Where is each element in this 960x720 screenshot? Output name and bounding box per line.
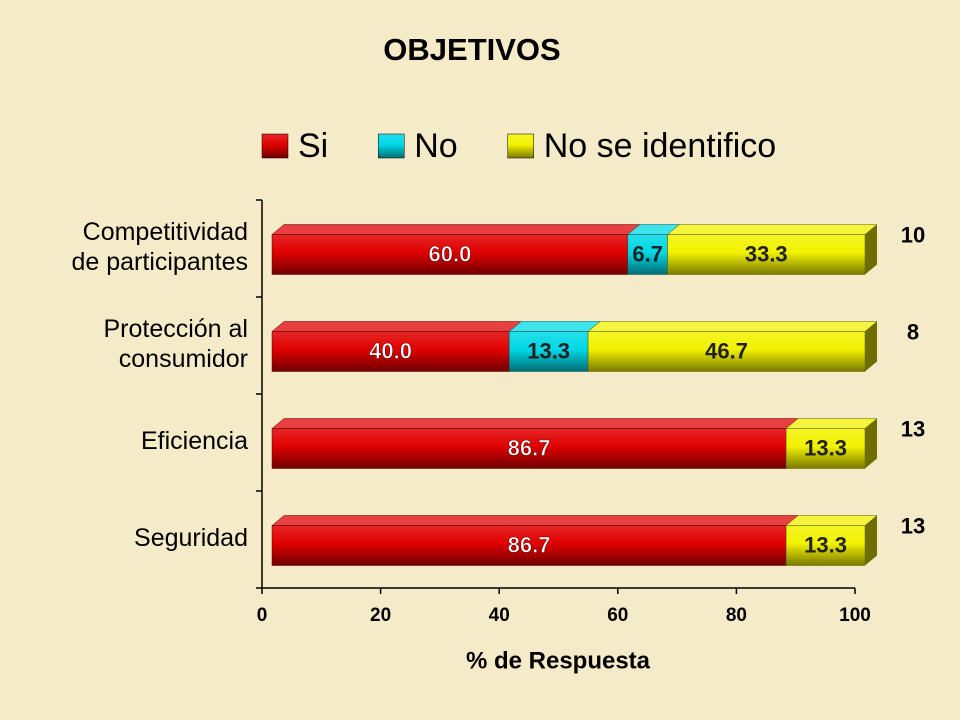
count-label: 13: [901, 416, 925, 441]
value-label: 46.7: [705, 338, 748, 363]
bar-side: [865, 418, 877, 469]
bar-top: [785, 418, 878, 429]
chart-title: OBJETIVOS: [383, 32, 560, 67]
x-tick-label: 80: [726, 605, 747, 626]
value-label: 60.0: [428, 241, 471, 266]
legend-label: Si: [298, 127, 328, 165]
y-tick-label: Competitividad: [83, 218, 248, 246]
bar-side: [865, 224, 877, 275]
value-label: 13.3: [804, 532, 847, 557]
value-label: 13.3: [804, 435, 847, 460]
count-label: 13: [901, 513, 925, 538]
legend-swatch: [507, 133, 534, 159]
bar: [271, 428, 787, 469]
value-label: 13.3: [527, 338, 570, 363]
x-tick-label: 20: [370, 605, 391, 626]
bar-top: [271, 418, 799, 429]
value-label: 33.3: [745, 241, 788, 266]
y-tick-label: consumidor: [119, 345, 248, 373]
x-axis-title: % de Respuesta: [466, 647, 651, 674]
value-label: 86.7: [508, 435, 551, 460]
y-tick-label: Seguridad: [134, 524, 248, 552]
bar: [271, 525, 787, 566]
bar: [785, 428, 866, 469]
x-tick-label: 40: [489, 605, 510, 626]
value-label: 86.7: [508, 532, 551, 557]
x-tick-label: 60: [607, 605, 628, 626]
bar: [627, 234, 668, 275]
legend-swatch: [261, 133, 289, 159]
bar-side: [865, 515, 877, 566]
bar-top: [271, 515, 799, 526]
x-tick-label: 100: [839, 605, 871, 626]
value-label: 40.0: [369, 338, 412, 363]
bar: [271, 234, 629, 275]
y-tick-label: Eficiencia: [141, 427, 248, 455]
bar-side: [865, 321, 877, 372]
bar: [667, 234, 866, 275]
bar: [785, 525, 866, 566]
value-label: 6.7: [632, 241, 663, 266]
x-tick-label: 0: [257, 605, 268, 626]
bar-top: [508, 321, 601, 332]
y-tick-label: de participantes: [71, 248, 248, 276]
count-label: 8: [907, 319, 919, 344]
count-label: 10: [901, 222, 925, 247]
bar: [587, 331, 866, 372]
legend-label: No se identifico: [544, 127, 776, 165]
bar: [271, 331, 510, 372]
bar: [508, 331, 589, 372]
y-tick-label: Protección al: [103, 315, 248, 343]
bar-top: [271, 224, 641, 235]
bar-top: [587, 321, 878, 332]
bar-top: [271, 321, 522, 332]
bar-top: [785, 515, 878, 526]
bar-top: [666, 224, 878, 235]
legend-swatch: [377, 133, 405, 159]
legend-label: No: [414, 127, 457, 165]
